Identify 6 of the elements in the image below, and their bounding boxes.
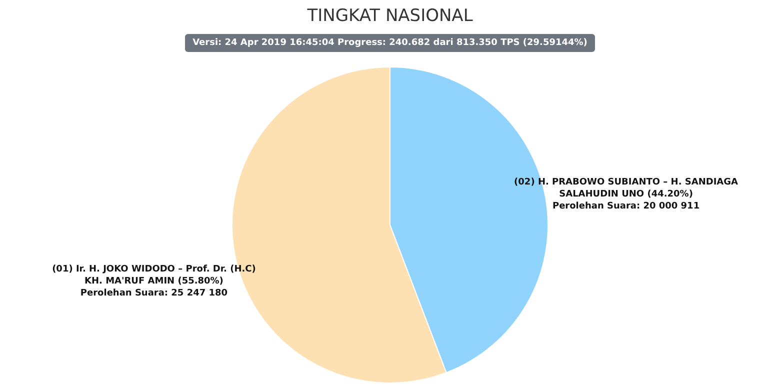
data-label: Perolehan Suara: 25 247 180 [80, 288, 228, 298]
data-label: Perolehan Suara: 20 000 911 [552, 202, 700, 212]
chart-subtitle: Versi: 24 Apr 2019 16:45:04 Progress: 240.682 dari 813.350 TPS (29.59144%) [184, 34, 596, 52]
slice-label: (02) H. PRABOWO SUBIANTO – H. SANDIAGA SALAHUDIN UNO (44.20%) [514, 178, 738, 200]
chart-title: TINGKAT NASIONAL [306, 5, 474, 28]
slice-label: (01) Ir. H. JOKO WIDODO – Prof. Dr. (H.C) KH. MA'RUF AMIN (55.80%) [52, 264, 256, 286]
